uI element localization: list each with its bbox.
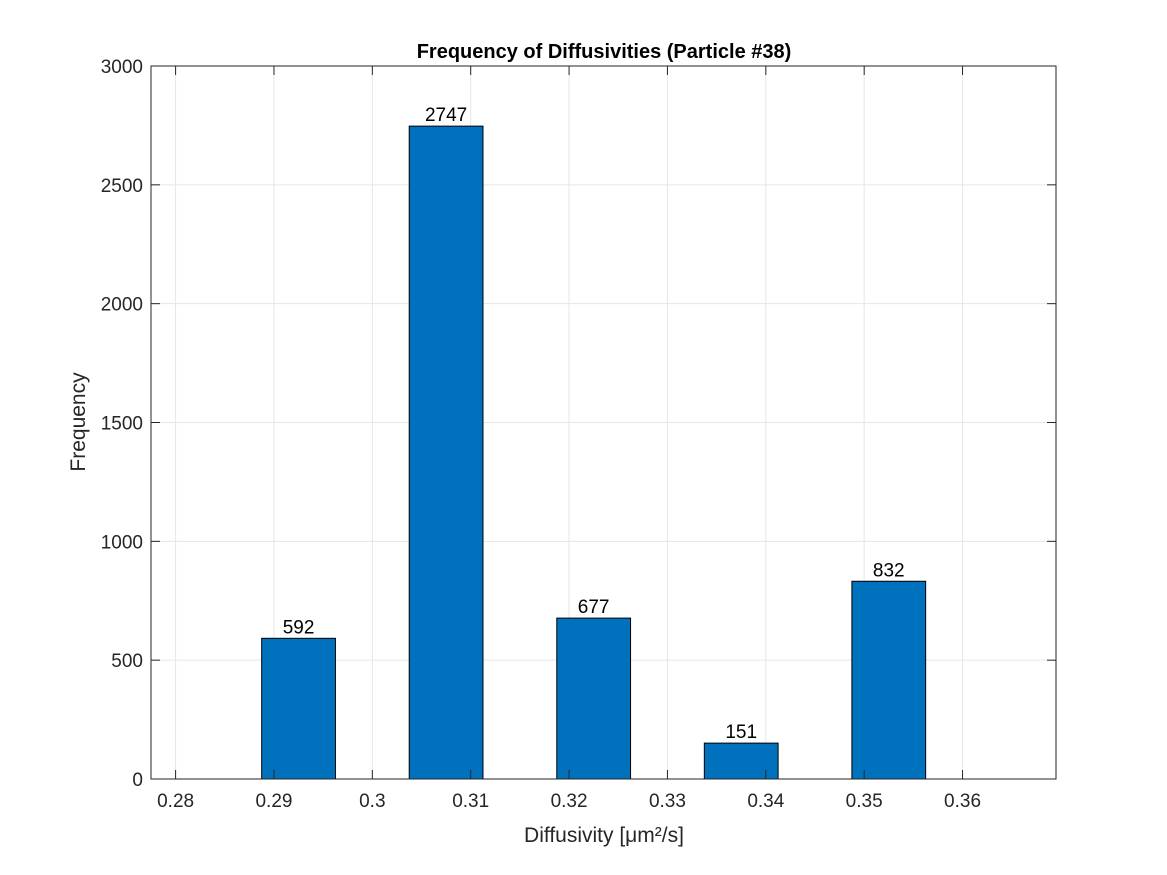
y-tick-label: 0 xyxy=(132,770,143,791)
x-tick-label: 0.36 xyxy=(944,791,981,812)
axis-ticks xyxy=(151,65,1056,780)
histogram-bar xyxy=(703,742,779,780)
histogram-bar xyxy=(556,617,632,780)
x-axis-label: Diffusivity [μm²/s] xyxy=(524,824,684,847)
y-tick-label: 2500 xyxy=(101,176,143,197)
histogram-bar xyxy=(408,125,484,780)
y-tick-label: 3000 xyxy=(101,57,143,78)
y-tick-labels: 0 500 1000 1500 2000 2500 3000 xyxy=(101,57,143,791)
bar-value-label: 832 xyxy=(873,560,905,581)
bar-value-label: 592 xyxy=(283,617,315,638)
bar-value-label: 151 xyxy=(725,722,757,743)
x-tick-label: 0.3 xyxy=(359,791,385,812)
bar-value-label: 677 xyxy=(578,597,610,618)
x-tick-label: 0.35 xyxy=(846,791,883,812)
x-tick-label: 0.34 xyxy=(747,791,784,812)
x-tick-label: 0.29 xyxy=(255,791,292,812)
histogram-bar xyxy=(261,637,336,780)
y-tick-label: 1000 xyxy=(101,532,143,553)
chart-title: Frequency of Diffusivities (Particle #38… xyxy=(417,41,792,63)
y-tick-label: 500 xyxy=(111,651,143,672)
y-axis-label: Frequency xyxy=(67,372,90,472)
histogram-bar xyxy=(851,580,927,780)
bars xyxy=(261,125,927,780)
bar-value-label: 2747 xyxy=(425,105,467,126)
x-tick-label: 0.33 xyxy=(649,791,686,812)
y-tick-label: 1500 xyxy=(101,414,143,435)
bar-value-labels: 592 2747 677 151 832 xyxy=(283,105,905,743)
x-tick-labels: 0.28 0.29 0.3 0.31 0.32 0.33 0.34 0.35 0.36 xyxy=(157,791,981,812)
y-tick-label: 2000 xyxy=(101,295,143,316)
x-tick-label: 0.28 xyxy=(157,791,194,812)
x-tick-label: 0.32 xyxy=(551,791,588,812)
x-tick-label: 0.31 xyxy=(452,791,489,812)
